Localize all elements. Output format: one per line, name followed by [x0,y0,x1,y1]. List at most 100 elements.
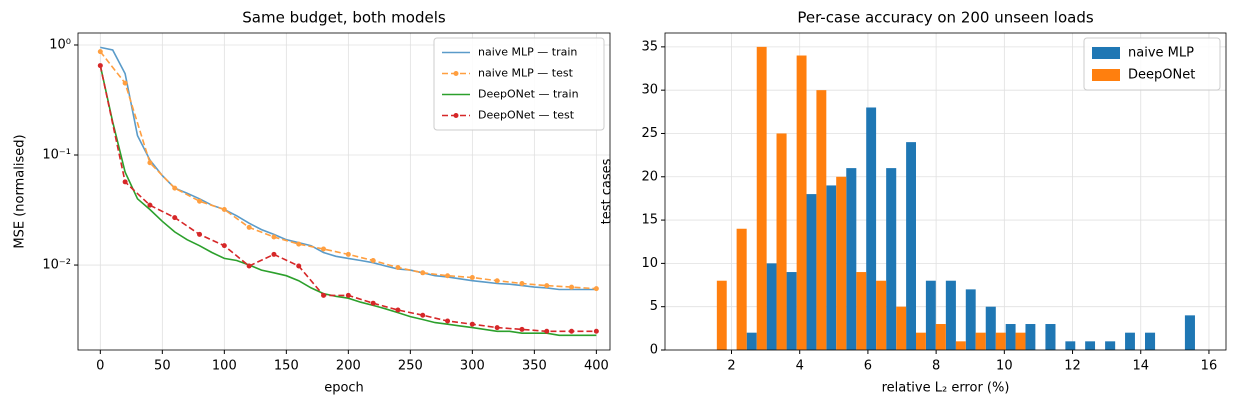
y-tick-label: 0 [650,343,658,358]
bar [786,272,797,350]
legend-box [433,37,605,131]
marker [445,318,451,324]
legend-label: naive MLP — test [478,67,574,80]
marker [593,286,599,292]
marker [246,263,252,269]
marker [494,278,500,284]
x-tick-label: 4 [796,359,804,374]
bar [876,280,887,350]
marker [122,80,128,86]
marker [569,284,575,290]
bar [766,263,777,350]
bar [1065,341,1076,350]
bar [866,107,877,351]
legend-swatch [1092,69,1120,81]
marker [345,251,351,257]
bar [846,168,857,350]
marker [296,263,302,269]
y-tick-label: 15 [641,213,658,228]
x-tick-label: 150 [274,359,299,374]
bar [776,133,787,350]
bar [1005,324,1016,350]
marker [122,179,128,185]
marker [395,264,401,270]
bar [1045,324,1056,350]
plot-frame [664,32,1227,351]
bar [806,194,817,350]
bar [1145,332,1156,350]
legend-label: naive MLP [1128,46,1194,61]
marker [345,292,351,298]
marker [271,234,277,240]
marker [97,63,103,69]
bar [746,332,757,350]
bar [796,55,807,350]
bar [736,228,747,350]
x-tick-label: 16 [1201,359,1218,374]
bar [886,168,897,350]
marker [544,283,550,289]
y-tick-label: 25 [641,126,658,141]
y-tick-label: 10⁻¹ [42,148,71,163]
bar [756,46,767,351]
marker [221,206,227,212]
series-line [100,46,597,291]
legend-label: DeepONet — train [478,88,579,101]
bar [965,289,976,350]
marker [370,257,376,263]
marker [519,326,525,332]
bar [716,280,727,350]
marker [469,275,475,281]
bar [816,90,827,350]
bar [975,332,986,350]
x-axis-label: epoch [324,381,364,396]
legend-label: naive MLP — train [478,46,577,59]
bar [1125,332,1135,350]
x-tick-label: 250 [398,359,423,374]
marker [395,307,401,313]
x-tick-label: 350 [522,359,547,374]
x-tick-label: 6 [864,359,872,374]
bar [826,185,837,350]
bar [945,280,956,350]
x-tick-label: 50 [154,359,171,374]
marker [544,328,550,334]
marker [494,325,500,331]
marker [147,202,153,208]
bar [1105,341,1116,350]
legend-swatch [1092,47,1120,59]
marker [271,251,277,257]
x-axis-label: relative L₂ error (%) [882,381,1010,396]
marker [593,328,599,334]
marker [172,185,178,191]
marker [197,231,203,237]
marker [445,273,451,279]
marker [569,328,575,334]
x-tick-label: 300 [460,359,485,374]
bar [836,176,847,350]
bar [1184,315,1195,350]
bar [856,272,867,350]
x-tick-label: 8 [932,359,940,374]
x-tick-label: 200 [336,359,361,374]
series-line [99,65,597,337]
marker [221,243,227,249]
marker [469,321,475,327]
y-tick-label: 10⁰ [49,37,71,52]
x-tick-label: 12 [1064,359,1081,374]
legend-marker [453,113,459,118]
y-tick-label: 20 [641,169,658,184]
marker [370,300,376,306]
marker [296,241,302,247]
y-tick-label: 10 [641,256,658,271]
marker [197,198,203,204]
bar [955,341,966,350]
chart-title: Same budget, both models [242,9,446,27]
x-tick-label: 14 [1132,359,1149,374]
marker [519,280,525,286]
plot-frame [77,32,611,351]
y-axis-label: MSE (normalised) [13,134,28,248]
y-tick-label: 35 [641,39,658,54]
bar [1025,324,1036,350]
